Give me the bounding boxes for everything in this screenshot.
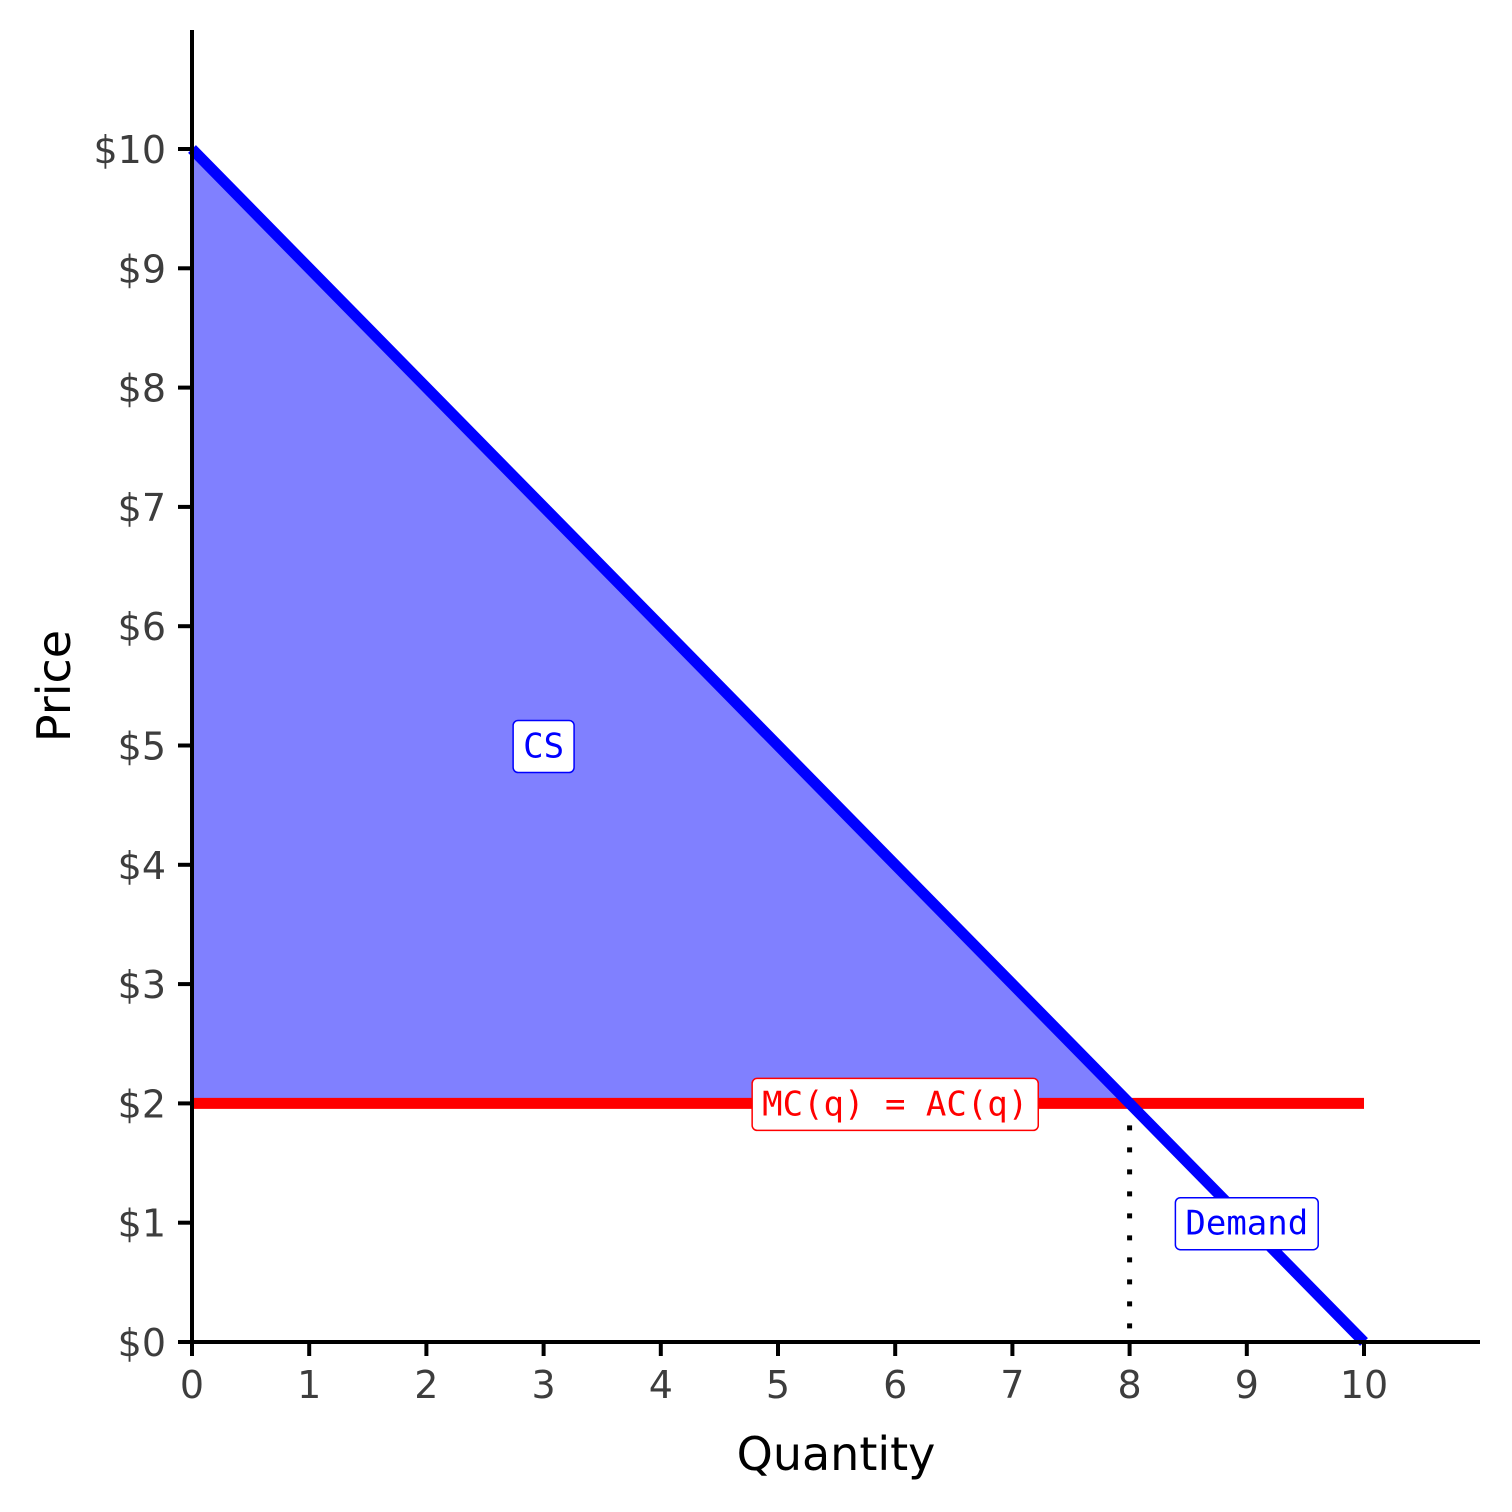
y-tick-label: $4 [118, 844, 166, 888]
x-tick-label: 7 [1000, 1363, 1024, 1407]
annotation-text: MC(q) = AC(q) [762, 1084, 1028, 1124]
x-axis-title: Quantity [737, 1427, 936, 1481]
y-tick-label: $6 [118, 605, 166, 649]
x-tick-label: 0 [180, 1363, 204, 1407]
y-tick-label: $0 [118, 1321, 166, 1365]
x-tick-label: 8 [1118, 1363, 1142, 1407]
x-tick-label: 1 [297, 1363, 321, 1407]
y-tick-label: $10 [93, 128, 166, 172]
x-tick-label: 10 [1340, 1363, 1388, 1407]
y-tick-label: $9 [118, 247, 166, 291]
annotation-mc-q-ac-q: MC(q) = AC(q) [751, 1077, 1040, 1132]
x-tick-label: 3 [532, 1363, 556, 1407]
annotation-box [751, 1077, 1040, 1132]
y-tick-label: $3 [118, 963, 166, 1007]
y-tick-label: $1 [118, 1202, 166, 1246]
x-tick-label: 9 [1235, 1363, 1259, 1407]
x-tick-label: 6 [883, 1363, 907, 1407]
annotations-layer: CS MC(q) = AC(q) Demand [512, 719, 1319, 1251]
y-tick-label: $5 [118, 725, 166, 769]
y-tick-label: $7 [118, 486, 166, 530]
y-axis-title: Price [27, 630, 81, 742]
y-tick-label: $2 [118, 1082, 166, 1126]
x-tick-label: 4 [649, 1363, 673, 1407]
x-tick-label: 5 [766, 1363, 790, 1407]
axes-layer: 0 1 2 3 4 5 6 7 8 9 10 $0 $1 $2 $3 $4 $5 $6 $7 $8 $9 $10 [93, 30, 1480, 1407]
demand-line [188, 145, 1368, 1346]
annotation-box [1174, 1196, 1319, 1251]
annotation-box [512, 719, 575, 774]
annotation-text: Demand [1185, 1204, 1308, 1244]
annotation-text: CS [523, 727, 564, 767]
annotation-demand: Demand [1174, 1196, 1319, 1251]
x-tick-label: 2 [414, 1363, 438, 1407]
y-tick-label: $8 [118, 367, 166, 411]
annotation-cs: CS [512, 719, 575, 774]
